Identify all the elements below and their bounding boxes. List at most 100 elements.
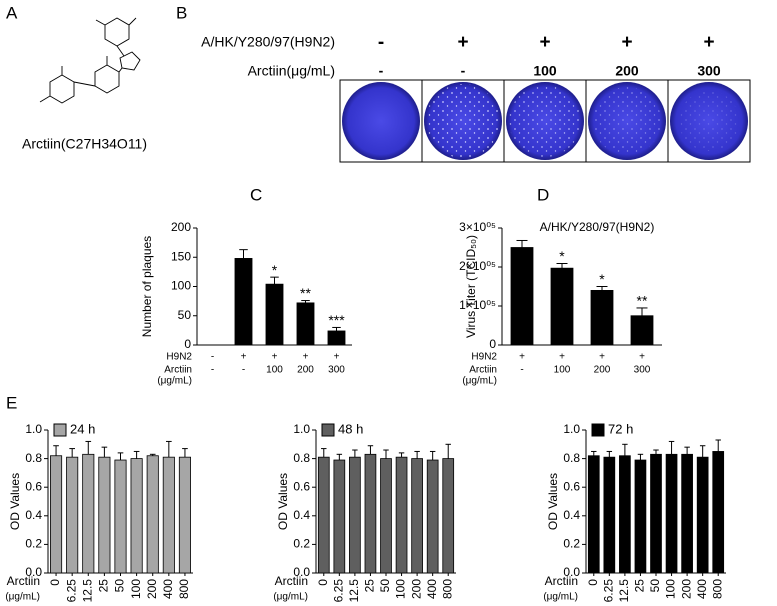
- bar: [650, 453, 662, 574]
- bar: [114, 459, 127, 574]
- x-axis-label: Arctiin: [7, 574, 40, 588]
- bar: [587, 455, 600, 574]
- y-tick-label: 0: [184, 337, 191, 351]
- y-tick-label: 3×10⁰⁵: [459, 220, 496, 234]
- table-cell: -: [379, 63, 384, 79]
- bar: [162, 456, 175, 574]
- panel-label: A: [6, 3, 18, 22]
- y-tick-label: 150: [171, 249, 191, 263]
- table-cell: +: [539, 32, 550, 53]
- table-cell: 200: [594, 365, 611, 376]
- x-tick-label: 200: [679, 579, 693, 599]
- table-cell: +: [599, 352, 605, 363]
- x-tick-label: 50: [378, 579, 392, 593]
- x-tick-label: 800: [440, 579, 454, 599]
- unit-label: (μg/mL): [462, 376, 497, 387]
- row-label: H9N2: [166, 352, 192, 363]
- x-tick-label: 6.25: [332, 579, 346, 603]
- table-cell: +: [272, 352, 278, 363]
- bar: [681, 453, 693, 574]
- bar: [712, 451, 725, 574]
- panel-label: E: [6, 393, 17, 412]
- bar: [364, 453, 377, 574]
- table-cell: -: [461, 63, 466, 79]
- bar: [380, 458, 392, 574]
- y-axis-label: Number of plaques: [140, 236, 154, 337]
- x-tick-label: 0: [586, 579, 600, 586]
- bar: [696, 456, 709, 574]
- y-axis-label: OD Values: [546, 473, 560, 530]
- panel-label: D: [537, 185, 549, 204]
- bar: [178, 456, 191, 574]
- significance: ***: [328, 312, 345, 328]
- chart-title: A/HK/Y280/97(H9N2): [540, 220, 655, 234]
- y-tick-label: 1.0: [293, 422, 310, 436]
- panel-label: B: [176, 3, 187, 22]
- legend-label: 48 h: [338, 421, 363, 436]
- y-tick-label: 1.0: [25, 422, 42, 436]
- unit-label: (μg/mL): [273, 592, 308, 603]
- table-cell: 100: [554, 365, 571, 376]
- y-tick-label: 0.0: [25, 565, 42, 579]
- x-tick-label: 12.5: [80, 579, 94, 603]
- y-tick-label: 0.8: [293, 451, 310, 465]
- significance: *: [559, 248, 565, 264]
- table-cell: -: [211, 365, 214, 376]
- x-tick-label: 25: [633, 579, 647, 593]
- table-cell: +: [519, 352, 525, 363]
- x-tick-label: 400: [695, 579, 709, 599]
- x-tick-label: 6.25: [602, 579, 616, 603]
- y-tick-label: 0: [489, 337, 496, 351]
- row-label: A/HK/Y280/97(H9N2): [201, 34, 335, 50]
- y-tick-label: 50: [178, 308, 192, 322]
- unit-label: (μg/mL): [157, 376, 192, 387]
- y-axis-label: OD Values: [8, 473, 22, 530]
- table-cell: -: [520, 365, 523, 376]
- legend-swatch: [591, 423, 605, 437]
- bar: [603, 456, 616, 574]
- row-label: H9N2: [471, 352, 497, 363]
- x-tick-label: 100: [664, 579, 678, 599]
- y-tick-label: 100: [171, 279, 191, 293]
- x-tick-label: 50: [113, 579, 127, 593]
- legend-label: 24 h: [70, 421, 95, 436]
- x-tick-label: 400: [425, 579, 439, 599]
- y-tick-label: 0.2: [25, 537, 42, 551]
- bar: [130, 458, 143, 574]
- bar: [426, 459, 439, 574]
- compound-name: Arctiin(C27H34O11): [22, 136, 147, 152]
- x-axis-label: Arctiin: [545, 574, 578, 588]
- x-tick-label: 400: [161, 579, 175, 599]
- y-tick-label: 0.6: [25, 479, 42, 493]
- y-axis-label: OD Values: [276, 473, 290, 530]
- x-tick-label: 0: [316, 579, 330, 586]
- bar: [619, 455, 631, 574]
- bar: [550, 267, 574, 346]
- table-cell: +: [639, 352, 645, 363]
- significance: *: [272, 262, 278, 278]
- legend-swatch: [53, 423, 67, 437]
- y-tick-label: 1×10⁰⁵: [459, 298, 496, 312]
- x-tick-label: 25: [97, 579, 111, 593]
- bar: [395, 456, 408, 574]
- bar: [630, 315, 654, 346]
- y-tick-label: 0.8: [563, 451, 580, 465]
- table-cell: 100: [266, 365, 283, 376]
- bar: [634, 459, 647, 574]
- x-tick-label: 200: [409, 579, 423, 599]
- unit-label: (μg/mL): [543, 592, 578, 603]
- table-cell: -: [242, 365, 245, 376]
- x-tick-label: 200: [145, 579, 159, 599]
- table-cell: 100: [533, 63, 557, 79]
- x-axis-label: Arctiin: [275, 574, 308, 588]
- y-tick-label: 0.4: [25, 508, 42, 522]
- bar: [333, 459, 346, 574]
- y-tick-label: 0.4: [563, 508, 580, 522]
- y-tick-label: 0.6: [293, 479, 310, 493]
- bar: [510, 247, 534, 346]
- y-tick-label: 2×10⁰⁵: [459, 259, 496, 273]
- bar: [442, 458, 455, 574]
- bar: [411, 458, 423, 574]
- y-axis-label: Virus Titer (TCID₅₀): [464, 235, 478, 338]
